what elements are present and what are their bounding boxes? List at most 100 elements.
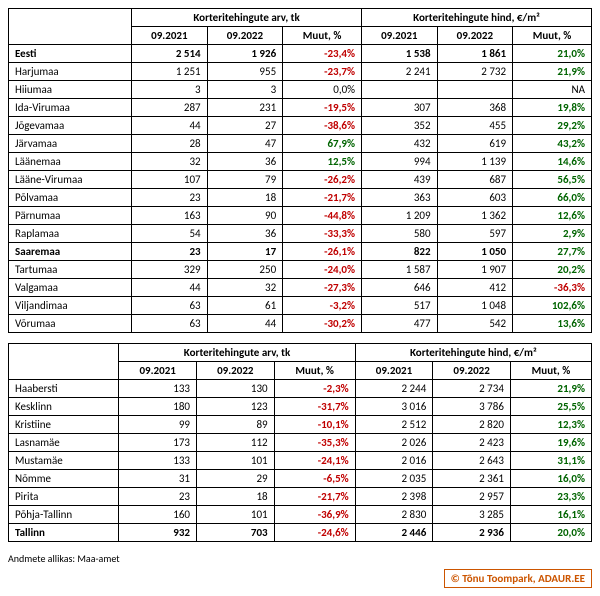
row-label: Raplamaa xyxy=(9,225,132,243)
cell: 955 xyxy=(207,63,283,81)
row-label: Haabersti xyxy=(9,380,119,398)
cell: 27,7% xyxy=(513,243,592,261)
cell: 44 xyxy=(132,279,208,297)
cell: 1 251 xyxy=(132,63,208,81)
data-source: Andmete allikas: Maa-amet xyxy=(8,552,592,565)
cell: 133 xyxy=(119,452,197,470)
cell: 1 907 xyxy=(437,261,513,279)
cell: 994 xyxy=(362,153,438,171)
cell: 2 820 xyxy=(433,416,511,434)
table-row: Järvamaa284767,9%43261943,2% xyxy=(9,135,592,153)
cell: 822 xyxy=(362,243,438,261)
cell: 3 xyxy=(207,81,283,99)
cell: 47 xyxy=(207,135,283,153)
table-row: Hiiumaa330,0%NA xyxy=(9,81,592,99)
row-label: Saaremaa xyxy=(9,243,132,261)
cell: 2 423 xyxy=(433,434,511,452)
cell: 67,9% xyxy=(283,135,362,153)
cell: 287 xyxy=(132,99,208,117)
row-label: Võrumaa xyxy=(9,315,132,333)
cell: 250 xyxy=(207,261,283,279)
cell: 17 xyxy=(207,243,283,261)
cell: -23,7% xyxy=(283,63,362,81)
cell: 61 xyxy=(207,297,283,315)
table-row: Saaremaa2317-26,1%8221 05027,7% xyxy=(9,243,592,261)
cell: 2 361 xyxy=(433,470,511,488)
cell: -35,3% xyxy=(274,434,355,452)
cell: 54 xyxy=(132,225,208,243)
cell: 79 xyxy=(207,171,283,189)
cell: 329 xyxy=(132,261,208,279)
cell: 29 xyxy=(196,470,274,488)
cell: 703 xyxy=(196,524,274,542)
col-c6: Muut, % xyxy=(513,27,592,45)
cell: 163 xyxy=(132,207,208,225)
cell: 603 xyxy=(437,189,513,207)
row-label: Põhja-Tallinn xyxy=(9,506,119,524)
row-label: Nõmme xyxy=(9,470,119,488)
table-row: Raplamaa5436-33,3%5805972,9% xyxy=(9,225,592,243)
cell: -24,1% xyxy=(274,452,355,470)
cell: 352 xyxy=(362,117,438,135)
table-row: Haabersti133130-2,3%2 2442 73421,9% xyxy=(9,380,592,398)
cell: 21,0% xyxy=(513,45,592,63)
cell: 180 xyxy=(119,398,197,416)
cell: 123 xyxy=(196,398,274,416)
cell: 432 xyxy=(362,135,438,153)
col-c3: Muut, % xyxy=(283,27,362,45)
cell: 21,9% xyxy=(510,380,591,398)
cell: 368 xyxy=(437,99,513,117)
cell: 2 035 xyxy=(355,470,433,488)
cell: 12,5% xyxy=(283,153,362,171)
watermark-text: Tõnu Toompark, ADAUR.EE xyxy=(462,572,585,585)
cell: 1 139 xyxy=(437,153,513,171)
col-c4: 09.2021 xyxy=(362,27,438,45)
row-label: Eesti xyxy=(9,45,132,63)
table-row: Lääne-Virumaa10779-26,2%43968756,5% xyxy=(9,171,592,189)
cell: 2 957 xyxy=(433,488,511,506)
row-label: Ida-Virumaa xyxy=(9,99,132,117)
table-row: Eesti2 5141 926-23,4%1 5381 86121,0% xyxy=(9,45,592,63)
cell: 1 861 xyxy=(437,45,513,63)
cell: 1 209 xyxy=(362,207,438,225)
row-label: Lasnamäe xyxy=(9,434,119,452)
table-row: Pärnumaa16390-44,8%1 2091 36212,6% xyxy=(9,207,592,225)
cell: -31,7% xyxy=(274,398,355,416)
row-label: Järvamaa xyxy=(9,135,132,153)
cell: 44 xyxy=(132,117,208,135)
cell: 2 936 xyxy=(433,524,511,542)
cell: 130 xyxy=(196,380,274,398)
cell: 2 446 xyxy=(355,524,433,542)
cell: 102,6% xyxy=(513,297,592,315)
row-label: Kristiine xyxy=(9,416,119,434)
cell: 932 xyxy=(119,524,197,542)
cell: 542 xyxy=(437,315,513,333)
cell: 3 016 xyxy=(355,398,433,416)
cell: 412 xyxy=(437,279,513,297)
cell xyxy=(362,81,438,99)
cell: 18 xyxy=(196,488,274,506)
cell: -36,9% xyxy=(274,506,355,524)
table-row: Valgamaa4432-27,3%646412-36,3% xyxy=(9,279,592,297)
cell: -21,7% xyxy=(274,488,355,506)
cell: 28 xyxy=(132,135,208,153)
cell: 2 398 xyxy=(355,488,433,506)
row-label: Kesklinn xyxy=(9,398,119,416)
row-label: Harjumaa xyxy=(9,63,132,81)
cell: 2 643 xyxy=(433,452,511,470)
cell: -24,6% xyxy=(274,524,355,542)
table-row: Harjumaa1 251955-23,7%2 2412 73221,9% xyxy=(9,63,592,81)
row-label: Tallinn xyxy=(9,524,119,542)
cell: 580 xyxy=(362,225,438,243)
table-row: Viljandimaa6361-3,2%5171 048102,6% xyxy=(9,297,592,315)
cell: 31 xyxy=(119,470,197,488)
cell: 19,8% xyxy=(513,99,592,117)
cell: 597 xyxy=(437,225,513,243)
cell: 173 xyxy=(119,434,197,452)
cell: 12,6% xyxy=(513,207,592,225)
cell: 56,5% xyxy=(513,171,592,189)
table-row: Ida-Virumaa287231-19,5%30736819,8% xyxy=(9,99,592,117)
cell: 619 xyxy=(437,135,513,153)
cell: 1 050 xyxy=(437,243,513,261)
cell: 1 538 xyxy=(362,45,438,63)
